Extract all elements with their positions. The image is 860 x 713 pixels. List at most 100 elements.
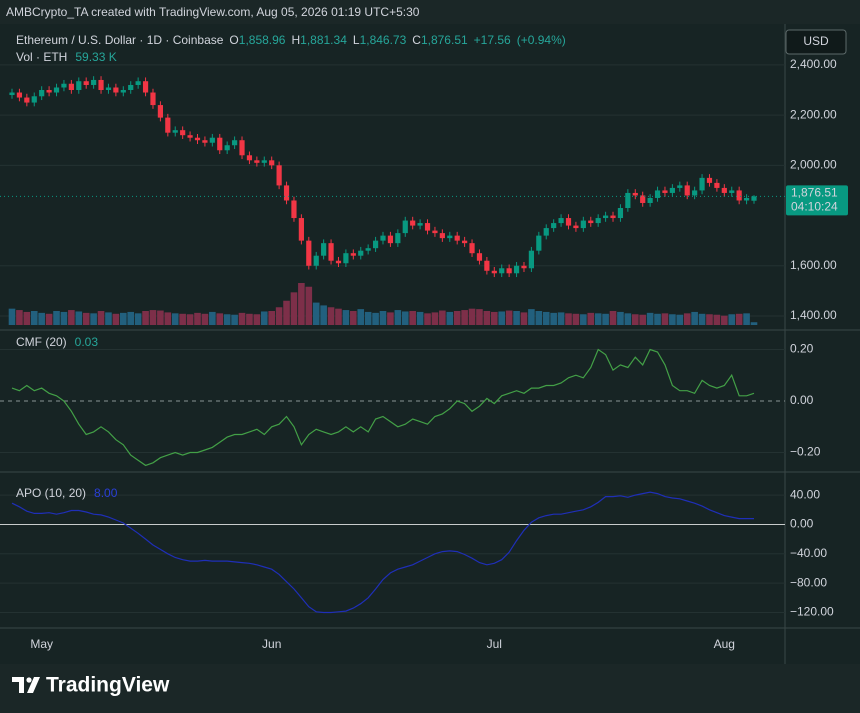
candle-body <box>484 260 490 271</box>
volume-bar <box>82 312 90 325</box>
indicator-line <box>11 491 754 614</box>
candle-body <box>684 185 690 196</box>
currency-button[interactable] <box>785 29 847 55</box>
candle-body <box>521 265 527 269</box>
volume-bar <box>290 292 298 325</box>
volume-bar <box>580 314 587 325</box>
caption: AMBCrypto_TA created with TradingView.co… <box>6 5 420 19</box>
candle-body <box>729 190 735 193</box>
countdown: 04:10:24 <box>791 199 838 213</box>
candle-body <box>202 140 208 143</box>
volume-bar <box>572 313 580 325</box>
candle-body <box>335 260 342 264</box>
candle-body <box>105 87 112 91</box>
candle-body <box>647 197 653 203</box>
volume-bar <box>223 314 231 325</box>
candle-body <box>706 177 713 183</box>
volume-bar <box>468 308 476 325</box>
change: +17.56 <box>474 33 511 47</box>
volume-bar <box>283 300 290 325</box>
candle-body <box>625 192 631 209</box>
volume-bar <box>97 311 105 325</box>
volume-bar <box>149 310 157 325</box>
volume-bar <box>23 311 31 325</box>
volume-bar <box>335 308 342 325</box>
ohlc-key: H <box>291 33 300 47</box>
volume-bar <box>260 311 268 325</box>
candle-body <box>180 130 186 136</box>
candle-body <box>24 97 30 103</box>
candle-body <box>669 187 675 193</box>
candle-body <box>372 240 379 249</box>
candle-body <box>387 235 394 244</box>
candle-body <box>476 253 483 261</box>
volume-bar <box>75 311 83 325</box>
volume-bar <box>728 314 736 325</box>
volume-bar <box>669 314 676 325</box>
y-tick-label: −0.20 <box>790 445 821 459</box>
candle-body <box>291 200 297 219</box>
currency-label[interactable]: USD <box>803 34 829 48</box>
volume-bar <box>750 322 758 325</box>
volume-bar <box>68 310 75 325</box>
candle-body <box>194 137 201 141</box>
candle-body <box>128 84 134 91</box>
volume-bar <box>602 313 609 325</box>
candle-body <box>9 92 15 96</box>
ohlc-key: O <box>229 33 238 47</box>
volume-bar <box>587 312 595 325</box>
volume-bar <box>142 311 149 325</box>
candle-body <box>39 90 45 97</box>
volume-bar <box>439 310 446 325</box>
volume-bar <box>520 312 528 325</box>
candle-body <box>699 177 705 191</box>
volume-bar <box>231 314 238 325</box>
volume-bar <box>409 311 416 325</box>
candle-body <box>692 190 698 196</box>
cmf-value: 0.03 <box>75 335 99 349</box>
candle-body <box>98 79 104 91</box>
ohlc-key: C <box>412 33 421 47</box>
volume-bar <box>364 311 372 325</box>
candle-body <box>113 87 119 93</box>
chart-area <box>0 24 860 664</box>
candle-body <box>246 155 253 161</box>
candle-body <box>603 215 609 219</box>
volume-bar <box>179 313 186 325</box>
candle-body <box>157 105 163 118</box>
volume-bar <box>298 283 305 325</box>
candle-body <box>551 223 557 229</box>
ohlc-value: 1,846.73 <box>360 33 407 47</box>
volume-bar <box>186 314 194 325</box>
volume-bar <box>372 312 379 325</box>
volume-legend: Vol · ETH 59.33 K <box>16 50 117 64</box>
volume-bar <box>735 313 743 325</box>
y-tick-label: 2,400.00 <box>790 57 837 71</box>
y-tick-label: 2,200.00 <box>790 107 837 121</box>
apo-legend: APO (10, 20) 8.00 <box>16 486 118 500</box>
volume-bar <box>127 311 135 325</box>
price-legend: Ethereum / U.S. Dollar · 1D · Coinbase O1… <box>16 33 566 47</box>
candle-body <box>565 218 572 226</box>
candle-body <box>536 235 542 251</box>
candle-body <box>31 96 37 103</box>
candle-body <box>432 230 438 234</box>
volume-bar <box>424 313 431 325</box>
volume-bar <box>676 314 684 325</box>
cmf-legend: CMF (20) 0.03 <box>16 335 98 349</box>
candle-body <box>595 218 601 224</box>
volume-bar <box>246 313 253 325</box>
candle-body <box>543 228 549 236</box>
volume-bar <box>416 311 424 325</box>
volume-bar <box>164 312 172 325</box>
candle-body <box>150 92 156 106</box>
candle-body <box>328 243 334 261</box>
logo-mark <box>12 677 40 693</box>
volume-bar <box>401 311 409 325</box>
ohlc-value: 1,858.96 <box>239 33 286 47</box>
volume-title: Vol · ETH <box>16 50 67 64</box>
candle-body <box>558 218 564 224</box>
candle-body <box>261 160 267 163</box>
volume-bar <box>105 312 112 325</box>
volume-bar <box>387 312 394 325</box>
